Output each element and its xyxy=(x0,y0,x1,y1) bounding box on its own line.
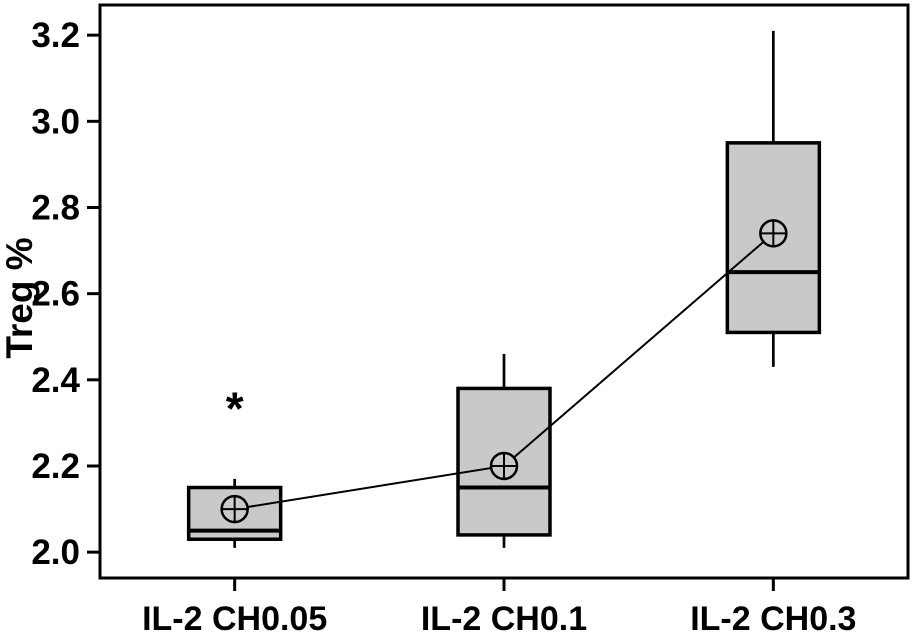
y-axis-tick-label: 2.4 xyxy=(31,361,80,400)
y-axis-tick-label: 3.2 xyxy=(31,16,80,55)
x-axis-category-label: IL-2 CH0.3 xyxy=(690,600,856,637)
x-axis-category-label: IL-2 CH0.1 xyxy=(421,600,587,637)
outlier-asterisk-marker: * xyxy=(226,382,244,434)
x-axis-category-label: IL-2 CH0.05 xyxy=(142,600,327,637)
y-axis-tick-label: 2.8 xyxy=(31,188,80,227)
y-axis-tick-label: 2.6 xyxy=(31,275,80,314)
y-axis-title: Treg % xyxy=(0,237,40,358)
y-axis-tick-label: 2.0 xyxy=(31,533,80,572)
y-axis-tick-label: 2.2 xyxy=(31,447,80,486)
y-axis-tick-label: 3.0 xyxy=(31,102,80,141)
